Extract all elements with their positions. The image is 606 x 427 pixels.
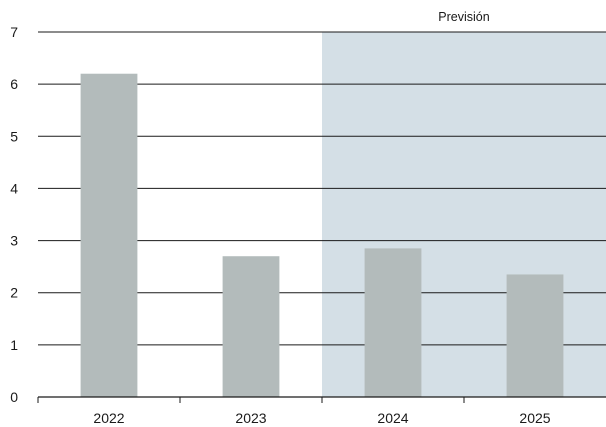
x-tick-label: 2023 xyxy=(235,410,266,426)
y-tick-label: 1 xyxy=(10,337,18,353)
y-tick-label: 2 xyxy=(10,285,18,301)
y-tick-label: 6 xyxy=(10,76,18,92)
x-axis xyxy=(37,396,606,403)
y-tick-label: 0 xyxy=(10,389,18,405)
bar xyxy=(506,274,564,397)
y-tick-label: 5 xyxy=(10,128,18,144)
bar xyxy=(222,256,280,397)
bars xyxy=(80,73,564,397)
forecast-label: Previsión xyxy=(438,10,489,24)
x-tick-label: 2024 xyxy=(377,410,408,426)
y-axis-tick-labels: 0 1 2 3 4 5 6 7 xyxy=(10,24,18,405)
y-tick-label: 7 xyxy=(10,24,18,40)
y-tick-label: 3 xyxy=(10,233,18,249)
x-tick-label: 2022 xyxy=(93,410,124,426)
y-tick-label: 4 xyxy=(10,180,18,196)
x-axis-tick-labels: 2022 2023 2024 2025 xyxy=(93,410,550,426)
bar xyxy=(364,248,422,397)
x-tick-label: 2025 xyxy=(519,410,550,426)
bar xyxy=(80,73,138,397)
